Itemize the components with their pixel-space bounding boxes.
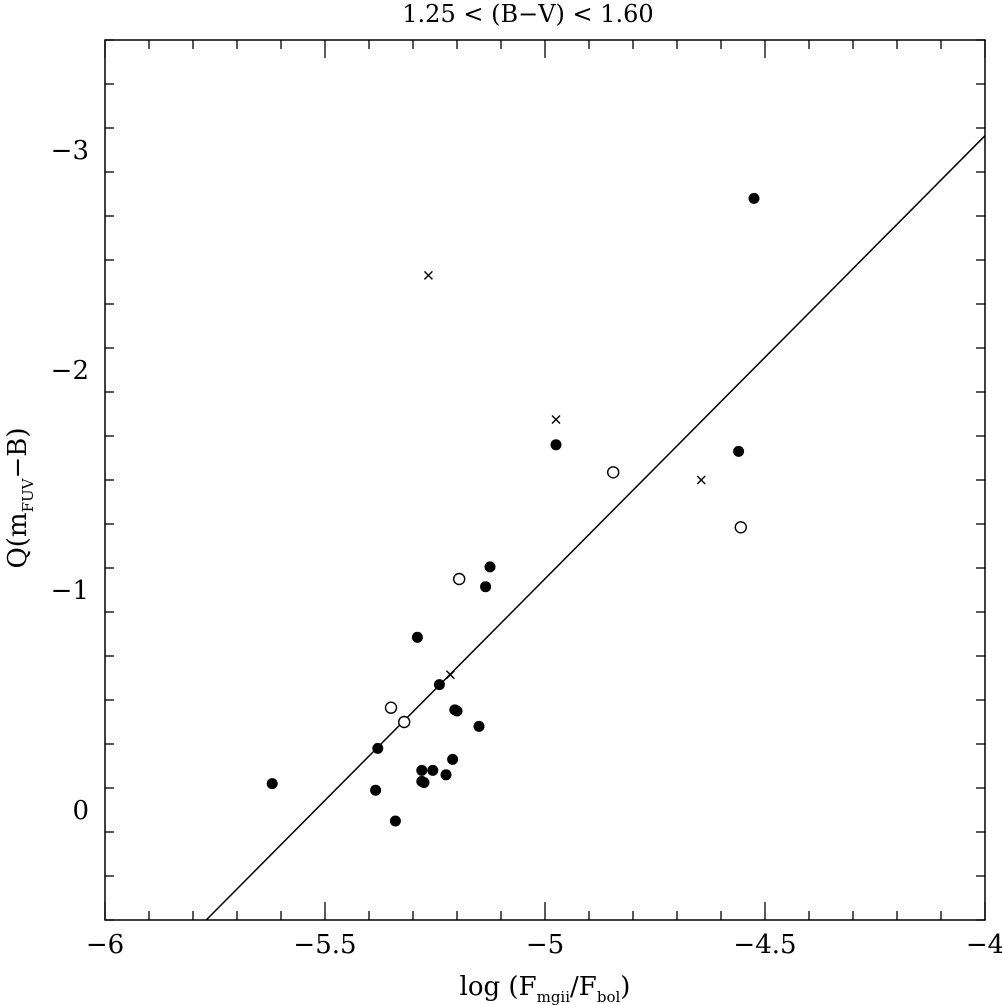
chart-title: 1.25 < (B−V) < 1.60 xyxy=(402,0,653,28)
open-circle-point xyxy=(398,715,411,729)
cross-point xyxy=(423,270,433,280)
filled-circle-point xyxy=(473,720,485,732)
y-tick-label: −1 xyxy=(51,576,89,606)
cross-point xyxy=(445,670,455,680)
y-axis-title: Q(mFUV−B) xyxy=(3,427,37,568)
filled-circle-point xyxy=(484,561,496,573)
filled-circle-point xyxy=(427,764,439,776)
filled-circle-point xyxy=(370,784,382,796)
filled-circle-point xyxy=(411,631,423,643)
filled-circle-point xyxy=(440,769,452,781)
filled-circle-point xyxy=(447,753,459,765)
filled-circle-point xyxy=(389,815,401,827)
open-circle-point xyxy=(734,521,747,534)
cross-point xyxy=(551,415,561,424)
open-circle-point xyxy=(384,701,398,714)
x-tick-label: −5 xyxy=(526,930,564,960)
x-tick-label: −5.5 xyxy=(293,930,356,960)
x-axis-title: log (Fmgii/Fbol) xyxy=(460,972,631,1005)
filled-circle-point xyxy=(266,778,278,790)
filled-circle-point xyxy=(480,581,492,593)
open-circle-point xyxy=(607,466,620,479)
filled-circle-point xyxy=(733,445,745,457)
x-tick-label: −6 xyxy=(86,930,124,960)
y-tick-label: 0 xyxy=(72,796,89,826)
x-tick-label: −4 xyxy=(966,930,1002,960)
regression-line xyxy=(205,135,986,921)
filled-circle-point xyxy=(433,679,445,691)
filled-circle-point xyxy=(418,777,430,788)
plot-frame xyxy=(104,39,986,921)
x-tick-labels: −6 −5.5 −5 −4.5 −4 xyxy=(86,930,1002,960)
axis-ticks xyxy=(104,39,986,921)
filled-circle-point xyxy=(748,192,760,204)
y-tick-labels: −3 −2 −1 0 xyxy=(51,136,89,826)
y-tick-label: −2 xyxy=(51,356,89,386)
cross-point xyxy=(696,475,706,485)
x-tick-label: −4.5 xyxy=(733,930,796,960)
open-circle-point xyxy=(453,572,466,586)
filled-circle-point xyxy=(550,439,562,451)
filled-circle-point xyxy=(416,764,428,776)
data-points xyxy=(266,192,760,827)
filled-circle-point xyxy=(451,705,463,717)
y-tick-label: −3 xyxy=(51,136,89,166)
filled-circle-point xyxy=(372,742,384,754)
